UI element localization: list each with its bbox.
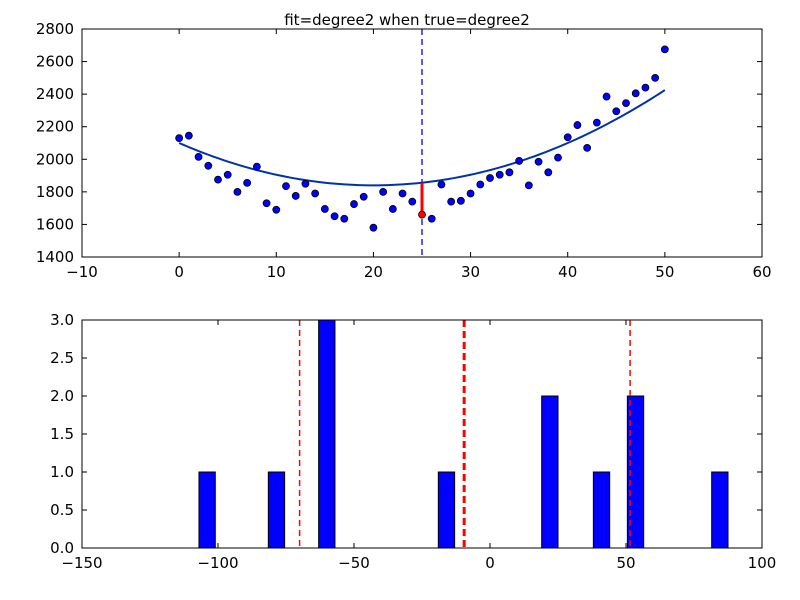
scatter-point <box>388 205 397 213</box>
y-tick-label: 1.0 <box>50 463 74 481</box>
scatter-point <box>282 182 290 191</box>
scatter-point <box>651 73 660 82</box>
y-tick-label: 1600 <box>36 215 74 233</box>
scatter-point <box>495 170 504 179</box>
scatter-point <box>223 170 232 179</box>
scatter-point <box>320 205 329 213</box>
scatter-point <box>573 121 582 129</box>
y-tick-label: 2.5 <box>50 349 74 367</box>
top-chart-title: fit=degree2 when true=degree2 <box>284 11 530 29</box>
top-axes-frame <box>81 28 763 258</box>
scatter-point <box>515 157 524 165</box>
scatter-point <box>272 205 281 214</box>
scatter-point <box>311 189 320 198</box>
scatter-point <box>563 133 572 142</box>
scatter-point <box>534 157 543 166</box>
scatter-point <box>233 187 242 196</box>
scatter-point <box>660 45 669 54</box>
y-tick-label: 2200 <box>36 118 74 136</box>
scatter-point <box>602 92 611 101</box>
x-tick-label: 40 <box>558 263 577 281</box>
scatter-point <box>252 162 261 171</box>
histogram-bar <box>437 471 456 549</box>
scatter-point <box>291 192 300 200</box>
scatter-point <box>330 212 339 221</box>
y-tick-label: 1400 <box>36 248 74 266</box>
scatter-point <box>505 168 514 177</box>
scatter-point <box>204 161 213 170</box>
top-scatter-plot: −10 0 10 20 30 40 50 60 1400 1600 1800 2000 2200 2400… <box>36 20 772 281</box>
scatter-point <box>214 175 222 184</box>
scatter-point <box>631 89 640 98</box>
scatter-point <box>554 153 562 162</box>
scatter-point <box>243 178 252 187</box>
scatter-point <box>544 168 553 177</box>
x-tick-label: −150 <box>61 554 102 572</box>
scatter-point <box>262 199 271 208</box>
y-tick-label: 0.5 <box>50 501 74 519</box>
x-tick-label: −50 <box>338 554 370 572</box>
x-tick-label: 0 <box>485 554 495 572</box>
y-tick-label: 2800 <box>36 20 74 38</box>
scatter-point <box>369 223 378 232</box>
scatter-point <box>418 210 426 219</box>
scatter-point <box>437 180 446 189</box>
scatter-point <box>622 99 630 107</box>
scatter-point <box>194 152 203 161</box>
x-tick-label: 100 <box>748 554 777 572</box>
scatter-point <box>340 214 349 223</box>
scatter-point <box>612 107 621 116</box>
scatter-point <box>583 143 592 152</box>
bottom-histogram-plot: −150 −100 −50 0 50 100 0.0 0.5 1.0 1.5 2.0 2.5 3.0 <box>50 311 776 572</box>
scatter-point <box>398 189 407 198</box>
scatter-point <box>427 214 436 223</box>
x-tick-label: −100 <box>197 554 238 572</box>
scatter-point <box>456 196 465 205</box>
scatter-point <box>359 192 368 201</box>
scatter-point <box>408 197 417 206</box>
x-tick-label: 0 <box>174 263 184 281</box>
y-tick-label: 0.0 <box>50 539 74 557</box>
y-tick-label: 2.0 <box>50 387 74 405</box>
histogram-bar <box>267 471 286 549</box>
scatter-point <box>184 131 193 140</box>
y-tick-label: 1.5 <box>50 425 74 443</box>
histogram-bar <box>198 471 216 549</box>
histogram-bar <box>592 471 611 549</box>
y-tick-label: 1800 <box>36 183 74 201</box>
scatter-point <box>486 174 494 182</box>
scatter-point <box>466 189 475 198</box>
histogram-bar <box>541 395 559 549</box>
x-tick-label: 50 <box>616 554 635 572</box>
scatter-point <box>301 179 310 188</box>
scatter-point <box>592 118 601 127</box>
x-tick-label: 10 <box>267 263 286 281</box>
y-tick-label: 3.0 <box>50 311 74 329</box>
scatter-point <box>350 200 358 208</box>
x-tick-label: 50 <box>655 263 674 281</box>
x-tick-label: 60 <box>752 263 771 281</box>
bottom-axes-frame <box>81 319 763 549</box>
x-tick-label: −10 <box>66 263 98 281</box>
x-tick-label: 30 <box>461 263 480 281</box>
y-tick-label: 2600 <box>36 53 74 71</box>
histogram-bar <box>711 471 729 549</box>
scatter-point <box>175 134 184 143</box>
scatter-point <box>379 187 388 196</box>
scatter-point <box>447 197 456 206</box>
histogram-bar <box>318 319 336 549</box>
y-tick-label: 2400 <box>36 85 74 103</box>
x-tick-label: 20 <box>364 263 383 281</box>
y-tick-label: 2000 <box>36 150 74 168</box>
scatter-point <box>524 181 533 190</box>
scatter-point <box>476 180 485 189</box>
scatter-point <box>641 83 650 92</box>
